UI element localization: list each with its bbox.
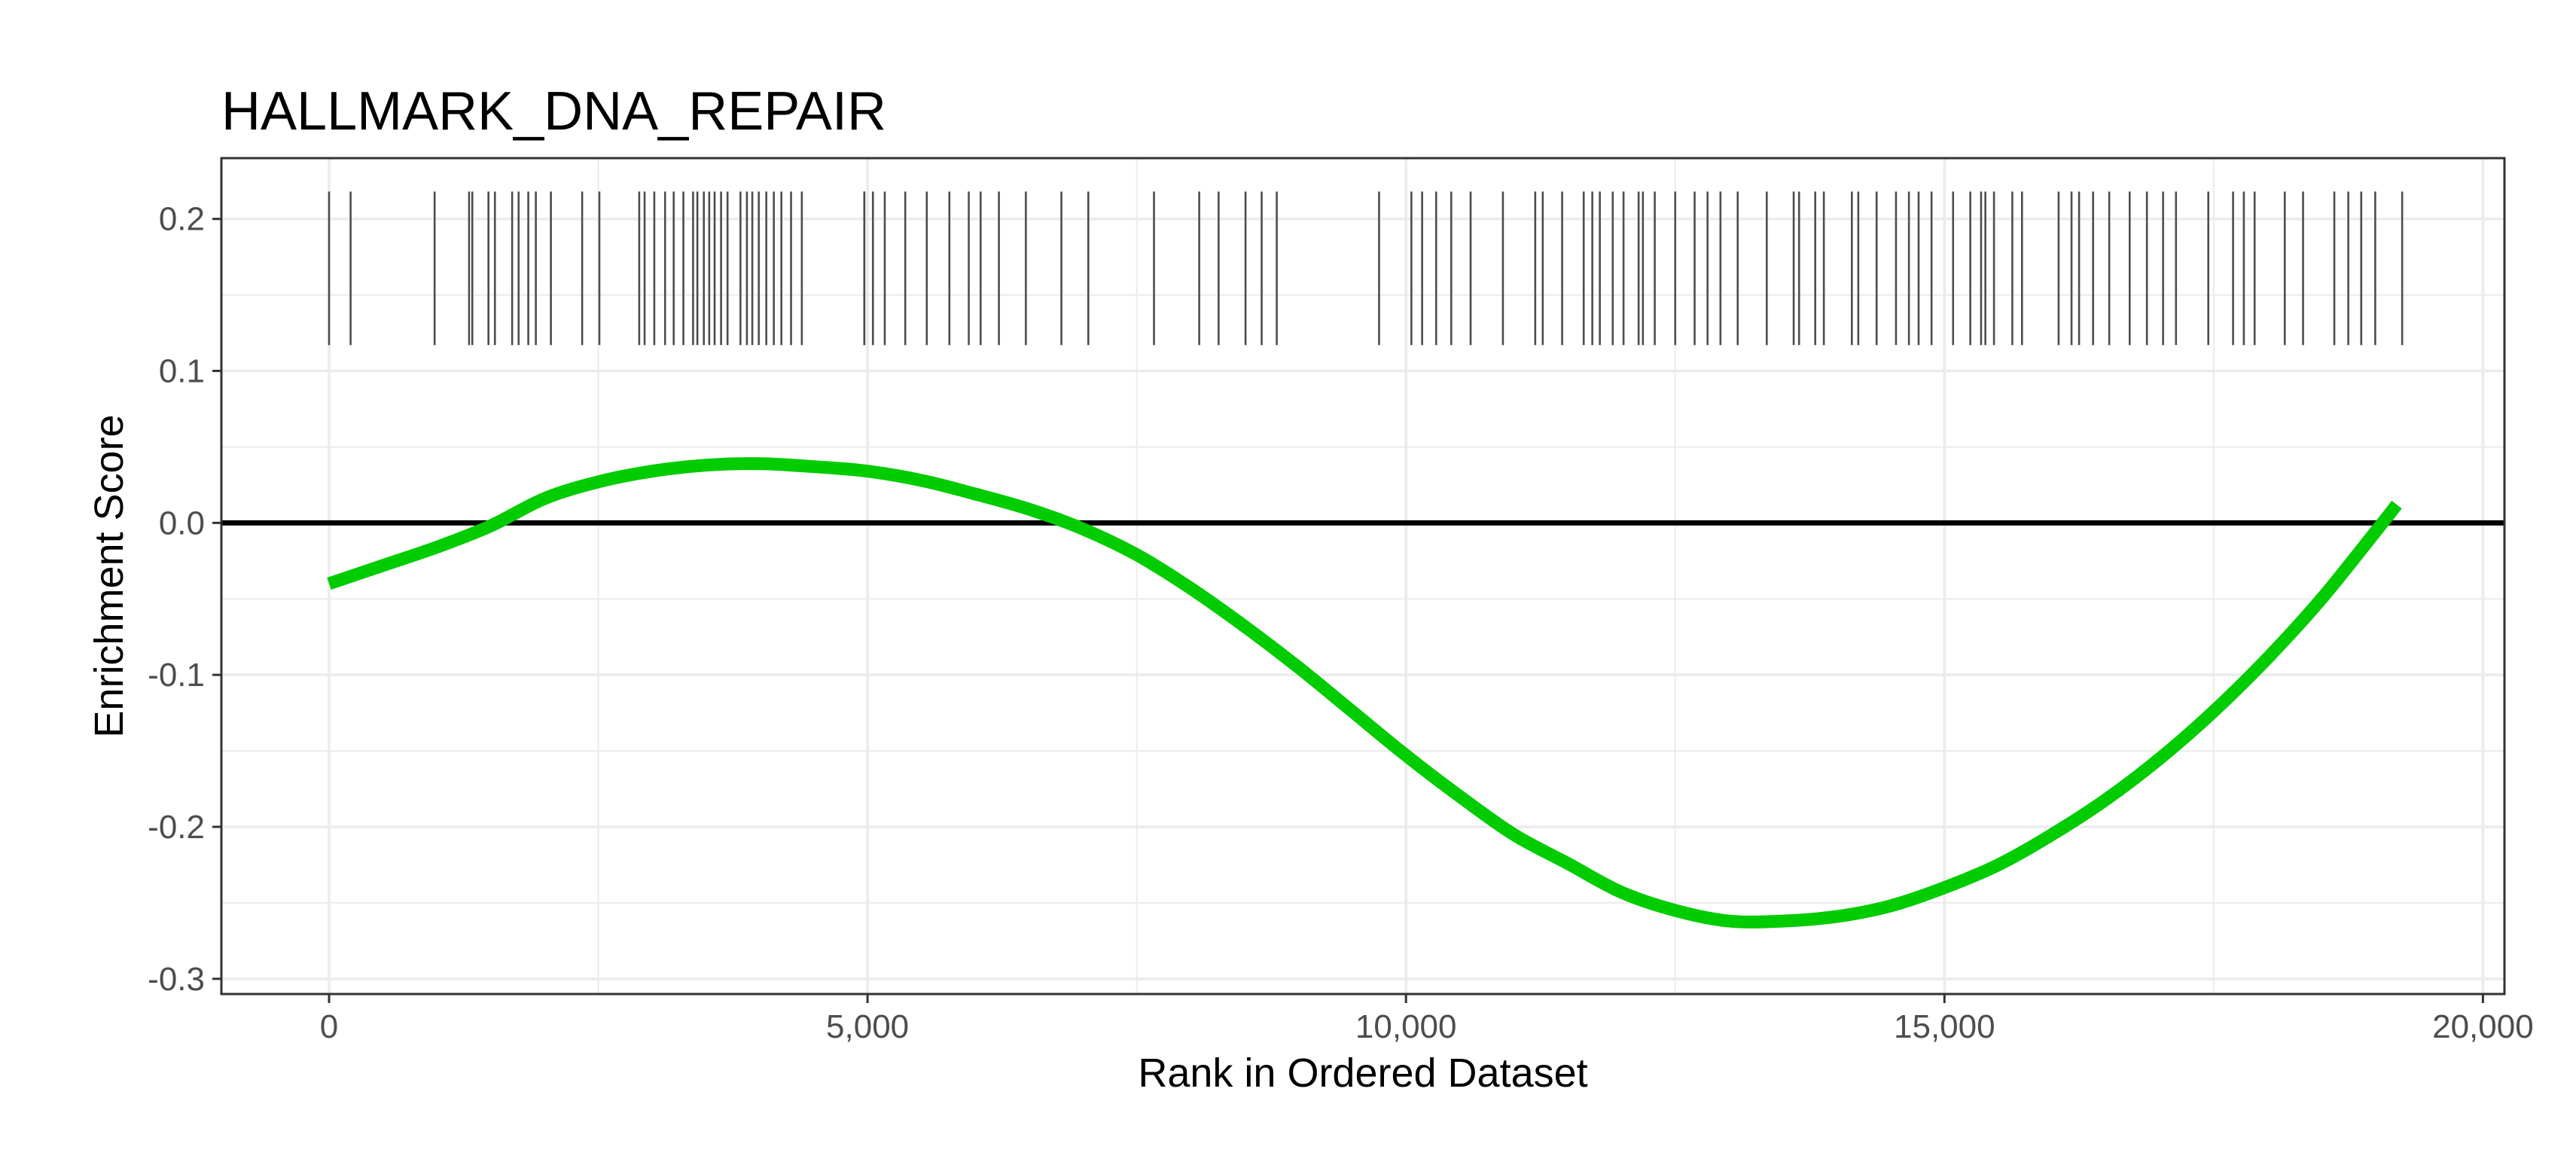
x-tick-label: 0 bbox=[320, 1008, 338, 1045]
x-tick-label: 5,000 bbox=[826, 1008, 909, 1045]
y-tick-label: -0.1 bbox=[148, 657, 205, 694]
y-tick-label: -0.3 bbox=[148, 961, 205, 998]
y-tick-label: 0.1 bbox=[159, 353, 205, 390]
y-tick-label: 0.2 bbox=[159, 201, 205, 238]
chart-title: HALLMARK_DNA_REPAIR bbox=[221, 81, 886, 142]
y-axis-label: Enrichment Score bbox=[87, 414, 132, 737]
gene-hit-marks bbox=[328, 191, 2404, 346]
y-tick-label: -0.2 bbox=[148, 809, 205, 846]
x-tick-label: 20,000 bbox=[2432, 1008, 2534, 1045]
y-tick-label: 0.0 bbox=[159, 505, 205, 541]
x-axis-label: Rank in Ordered Dataset bbox=[1138, 1051, 1587, 1096]
plot-panel-background bbox=[221, 158, 2504, 994]
x-axis: 0 5,000 10,000 15,000 20,000 bbox=[320, 994, 2534, 1045]
y-axis: 0.2 0.1 0.0 -0.1 -0.2 -0.3 bbox=[148, 201, 221, 998]
x-tick-label: 15,000 bbox=[1894, 1008, 1995, 1045]
x-tick-label: 10,000 bbox=[1355, 1008, 1457, 1045]
enrichment-curve bbox=[327, 457, 2402, 929]
plot-panel-border bbox=[220, 157, 2506, 996]
